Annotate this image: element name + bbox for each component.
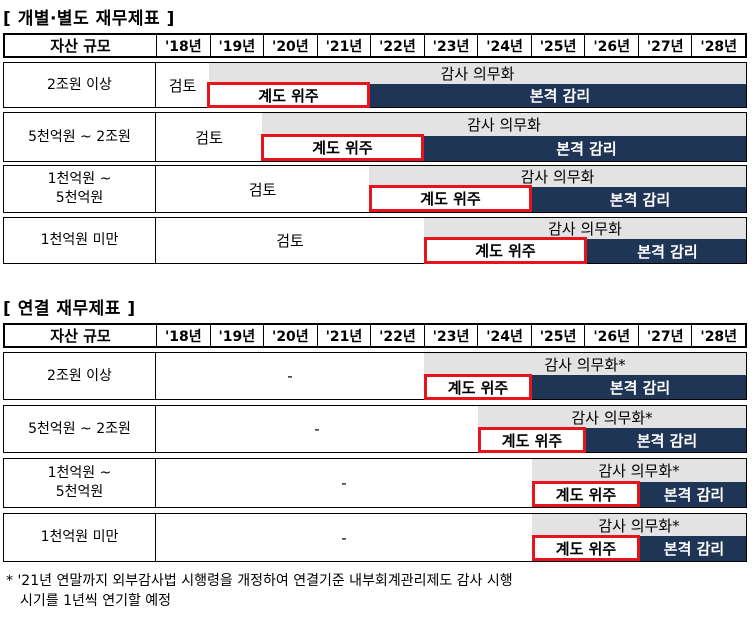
guidance-box: 계도 위주 [532, 481, 640, 507]
guidance-box: 계도 위주 [424, 374, 532, 400]
guidance-box: 계도 위주 [261, 134, 424, 161]
row-label: 5천억원 ~ 2조원 [4, 113, 156, 161]
row-label-line: 5천억원 [55, 484, 104, 500]
table-row: 2조원 이상 - 감사 의무화* 본격 감리 계도 위주 [3, 352, 747, 400]
full-inspection-label: 본격 감리 [663, 486, 725, 504]
header-year: '25년 [532, 35, 586, 56]
row-label: 5천억원 ~ 2조원 [4, 406, 156, 452]
header-year: '21년 [318, 325, 372, 346]
table-row: 2조원 이상 검토 감사 의무화 본격 감리 계도 위주 [3, 62, 747, 108]
full-inspection-label: 본격 감리 [556, 140, 617, 158]
footnote-line: * '21년 연말까지 외부감사법 시행령을 개정하여 연결기준 내부회계관리제… [6, 573, 513, 589]
guidance-box: 계도 위주 [207, 82, 370, 108]
header-year: '19년 [211, 35, 265, 56]
dash-cell: - [341, 528, 347, 547]
header-asset-size: 자산 규모 [5, 325, 157, 346]
table-row: 1천억원 ~ 5천억원 - 감사 의무화* 본격 감리 계도 위주 [3, 458, 747, 508]
audit-mandatory-bar: 감사 의무화* [532, 514, 746, 536]
header-year: '27년 [639, 325, 693, 346]
header-year: '20년 [264, 325, 318, 346]
section-title-consolidated: [ 연결 재무제표 ] [3, 299, 136, 319]
review-cell: 검토 [248, 180, 277, 199]
header-year: '27년 [639, 35, 693, 56]
header-year: '23년 [425, 35, 479, 56]
full-inspection-label: 본격 감리 [609, 378, 671, 397]
table-row: 1천억원 미만 - 감사 의무화* 본격 감리 계도 위주 [3, 513, 747, 562]
audit-mandatory-bar: 감사 의무화* [478, 406, 746, 428]
guidance-box: 계도 위주 [369, 185, 532, 212]
full-inspection-label: 본격 감리 [636, 431, 698, 450]
header-year: '22년 [371, 35, 425, 56]
row-label-line: 5천억원 [55, 190, 104, 206]
footnote: * '21년 연말까지 외부감사법 시행령을 개정하여 연결기준 내부회계관리제… [6, 571, 748, 611]
footnote-line: 시기를 1년씩 연기할 예정 [20, 593, 172, 609]
table-row: 5천억원 ~ 2조원 - 감사 의무화* 본격 감리 계도 위주 [3, 405, 747, 453]
header-year: '24년 [478, 35, 532, 56]
row-label: 1천억원 ~ 5천억원 [4, 166, 156, 212]
row-label: 2조원 이상 [4, 353, 156, 399]
header-year: '24년 [478, 325, 532, 346]
header-year: '28년 [700, 328, 738, 345]
header-year: '19년 [211, 325, 265, 346]
dash-cell: - [287, 367, 293, 385]
table-header-separate: 자산 규모 '18년 '19년 '20년 '21년 '22년 '23년 '24년… [3, 33, 747, 58]
header-year: '26년 [585, 35, 639, 56]
audit-mandatory-bar: 감사 의무화* [532, 459, 746, 482]
dash-cell: - [314, 420, 320, 438]
row-label: 1천억원 미만 [4, 514, 156, 561]
header-year: '25년 [532, 325, 586, 346]
row-label: 2조원 이상 [4, 63, 156, 107]
full-inspection-label: 본격 감리 [663, 540, 725, 558]
header-year: '23년 [425, 325, 479, 346]
review-cell: 검토 [168, 76, 197, 95]
table-row: 5천억원 ~ 2조원 검토 감사 의무화 본격 감리 계도 위주 [3, 112, 747, 162]
review-cell: 검토 [276, 232, 304, 250]
guidance-box: 계도 위주 [478, 427, 586, 453]
table-row: 1천억원 ~ 5천억원 검토 감사 의무화 본격 감리 계도 위주 [3, 165, 747, 213]
header-year: '20년 [264, 35, 318, 56]
table-header-consolidated: 자산 규모 '18년 '19년 '20년 '21년 '22년 '23년 '24년… [3, 323, 747, 348]
section-title-separate: [ 개별·별도 재무제표 ] [3, 9, 175, 29]
audit-mandatory-bar: 감사 의무화* [424, 353, 746, 375]
row-label-line: 1천억원 ~ [47, 171, 112, 187]
guidance-box: 계도 위주 [424, 237, 587, 264]
dash-cell: - [341, 474, 347, 492]
audit-mandatory-bar: 감사 의무화 [369, 166, 746, 187]
row-label-line: 1천억원 ~ [47, 465, 112, 481]
audit-mandatory-bar: 감사 의무화 [262, 113, 746, 136]
review-cell: 검토 [195, 128, 223, 147]
row-label: 1천억원 ~ 5천억원 [4, 459, 156, 507]
guidance-box: 계도 위주 [532, 535, 640, 561]
header-year: '28년 [700, 38, 738, 55]
header-year: '21년 [318, 35, 372, 56]
audit-mandatory-bar: 감사 의무화 [209, 63, 746, 84]
full-inspection-label: 본격 감리 [529, 87, 591, 105]
header-year: '18년 [157, 325, 211, 346]
header-year: '22년 [371, 325, 425, 346]
header-year: '18년 [157, 35, 211, 56]
table-row: 1천억원 미만 검토 감사 의무화 본격 감리 계도 위주 [3, 217, 747, 264]
audit-mandatory-bar: 감사 의무화 [424, 218, 746, 239]
row-label: 1천억원 미만 [4, 218, 156, 263]
header-asset-size: 자산 규모 [5, 35, 157, 56]
full-inspection-label: 본격 감리 [637, 242, 698, 261]
full-inspection-label: 본격 감리 [609, 191, 671, 209]
header-year: '26년 [585, 325, 639, 346]
